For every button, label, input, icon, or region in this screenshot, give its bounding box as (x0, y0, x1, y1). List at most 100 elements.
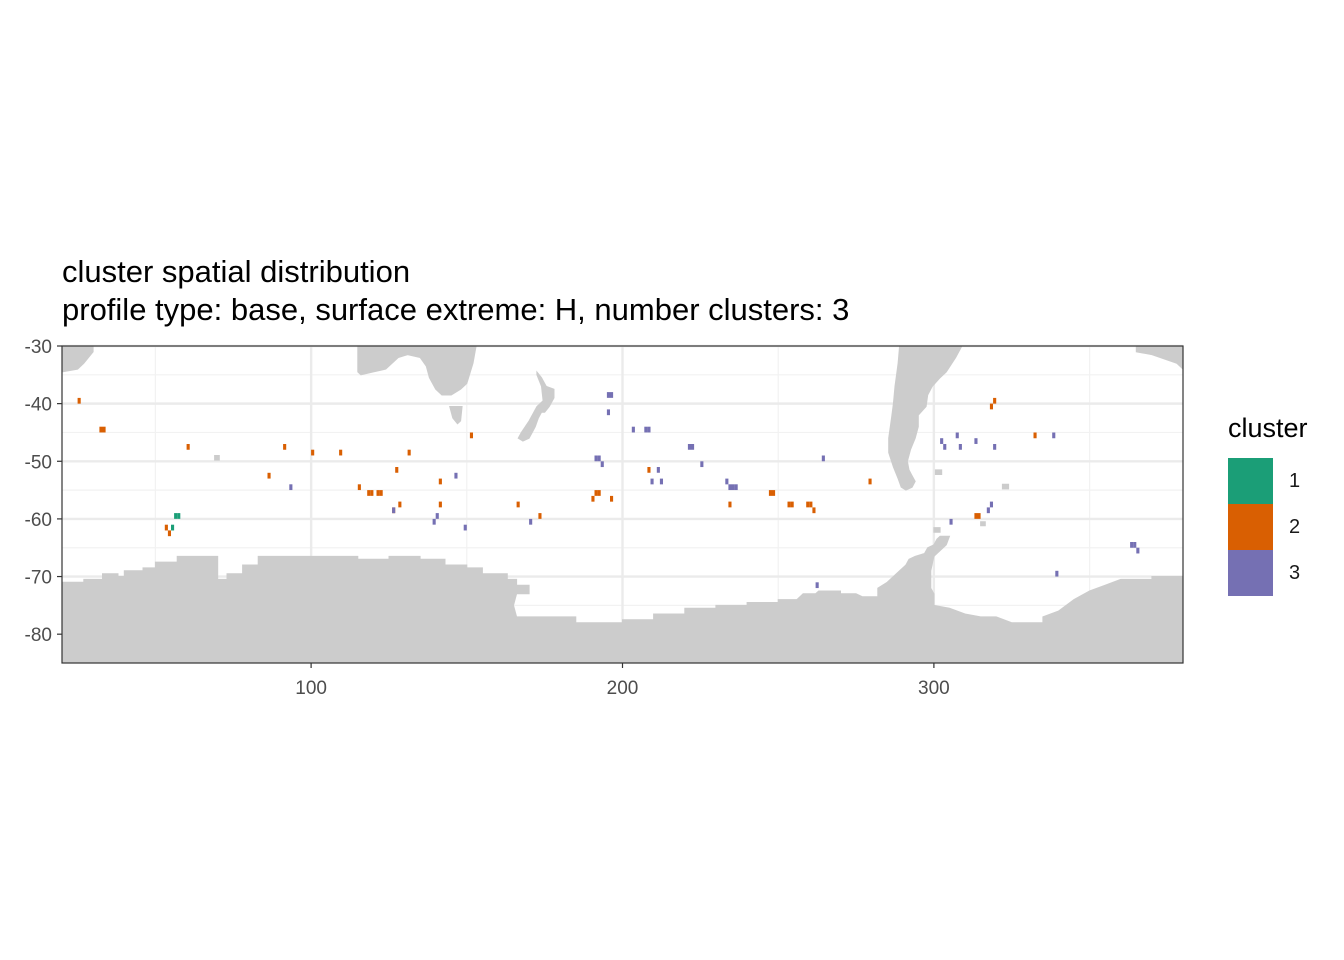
cluster-2-point (974, 513, 978, 519)
australia-land (357, 345, 477, 396)
cluster-3-point (597, 455, 601, 462)
cluster-2-point (594, 490, 598, 496)
cluster-3-point (989, 501, 994, 508)
legend-label-3: 3 (1289, 562, 1301, 584)
cluster-3-point (1130, 542, 1134, 548)
cluster-3-point (734, 484, 738, 491)
y-tick-label: -30 (25, 337, 52, 358)
chart-title: cluster spatial distribution (62, 254, 411, 289)
cluster-3-point (1133, 542, 1137, 548)
cluster-2-point (610, 495, 614, 502)
cluster-3-point (1136, 547, 1140, 554)
cluster-3-point (815, 582, 819, 589)
cluster-2-point (376, 490, 380, 496)
y-tick-label: -40 (25, 395, 52, 416)
cluster-3-point (454, 472, 458, 479)
cluster-2-point (989, 403, 994, 410)
cluster-1-point (171, 524, 175, 531)
cluster-3-point (631, 426, 635, 433)
x-tick-label: 300 (918, 678, 950, 699)
cluster-2-point (99, 426, 103, 433)
cluster-2-point (379, 490, 383, 496)
cluster-2-point (167, 530, 172, 537)
cluster-points (77, 392, 1140, 589)
cluster-3-point (1055, 570, 1059, 577)
legend-item-1: 1 (1228, 458, 1338, 504)
cluster-2-point (806, 501, 810, 508)
cluster-3-point (993, 444, 997, 450)
cluster-2-point (728, 501, 732, 508)
cluster-2-point (370, 490, 374, 496)
cluster-2-point (768, 490, 773, 496)
cluster-3-point (691, 444, 695, 450)
cluster-3-point (700, 461, 704, 468)
cluster-2-point (164, 524, 168, 531)
y-tick-label: -60 (25, 510, 52, 531)
cluster-3-point (606, 409, 611, 416)
cluster-2-point (438, 478, 442, 485)
new-zealand-land (517, 370, 555, 442)
cluster-2-point (186, 444, 190, 450)
cluster-2-point (647, 467, 651, 473)
kerguelen-land (214, 455, 220, 461)
cluster-3-point (687, 444, 692, 450)
cluster-3-point (610, 392, 614, 398)
falklands-land (934, 469, 943, 475)
cluster-3-point (650, 478, 654, 485)
y-tick-label: -80 (25, 625, 52, 646)
cluster-2-point (787, 501, 791, 508)
south-shetland-land (933, 527, 941, 533)
y-tick-label: -70 (25, 568, 52, 589)
legend-key-1 (1228, 458, 1273, 504)
cluster-2-point (538, 513, 542, 519)
cluster-3-point (644, 426, 648, 433)
cluster-3-point (392, 507, 396, 514)
cluster-2-point (790, 501, 794, 508)
cluster-3-point (289, 484, 293, 491)
cluster-3-point (1052, 432, 1056, 439)
cluster-2-point (438, 501, 442, 508)
cluster-2-point (407, 449, 411, 456)
cluster-2-point (772, 490, 776, 496)
cluster-3-point (606, 392, 611, 398)
cluster-3-point (659, 478, 664, 485)
cluster-2-point (469, 432, 474, 439)
y-tick-label: -50 (25, 452, 52, 473)
cluster-3-point (943, 444, 947, 450)
south-orkney-land (980, 521, 986, 527)
cluster-2-point (977, 513, 981, 519)
cluster-2-point (357, 484, 361, 491)
cluster-3-point (594, 455, 598, 462)
cluster-1-point (174, 513, 178, 519)
legend-item-3: 3 (1228, 550, 1338, 596)
cluster-3-point (529, 518, 533, 525)
cluster-3-point (600, 461, 604, 468)
cluster-1-point (177, 513, 181, 519)
cluster-2-point (311, 449, 315, 456)
cluster-2-point (102, 426, 106, 433)
legend-key-3 (1228, 550, 1273, 596)
cluster-3-point (955, 432, 959, 439)
cluster-3-point (435, 513, 439, 519)
cluster-3-point (821, 455, 825, 462)
cluster-2-point (283, 444, 287, 450)
cluster-3-point (958, 444, 962, 450)
cluster-2-point (597, 490, 601, 496)
cluster-3-point (986, 507, 990, 514)
legend-item-2: 2 (1228, 504, 1338, 550)
cluster-2-point (868, 478, 872, 485)
cluster-2-point (367, 490, 371, 496)
cluster-2-point (395, 467, 399, 473)
legend-title: cluster (1228, 413, 1308, 443)
legend-key-2 (1228, 504, 1273, 550)
cluster-3-point (463, 524, 467, 531)
cluster-3-point (432, 518, 436, 525)
cluster-3-point (940, 438, 944, 444)
cluster-2-point (516, 501, 520, 508)
land-mask (61, 345, 1184, 664)
tasmania-land (449, 406, 463, 425)
cluster-2-point (1033, 432, 1037, 439)
cluster-3-point (725, 478, 729, 485)
cluster-3-point (647, 426, 651, 433)
